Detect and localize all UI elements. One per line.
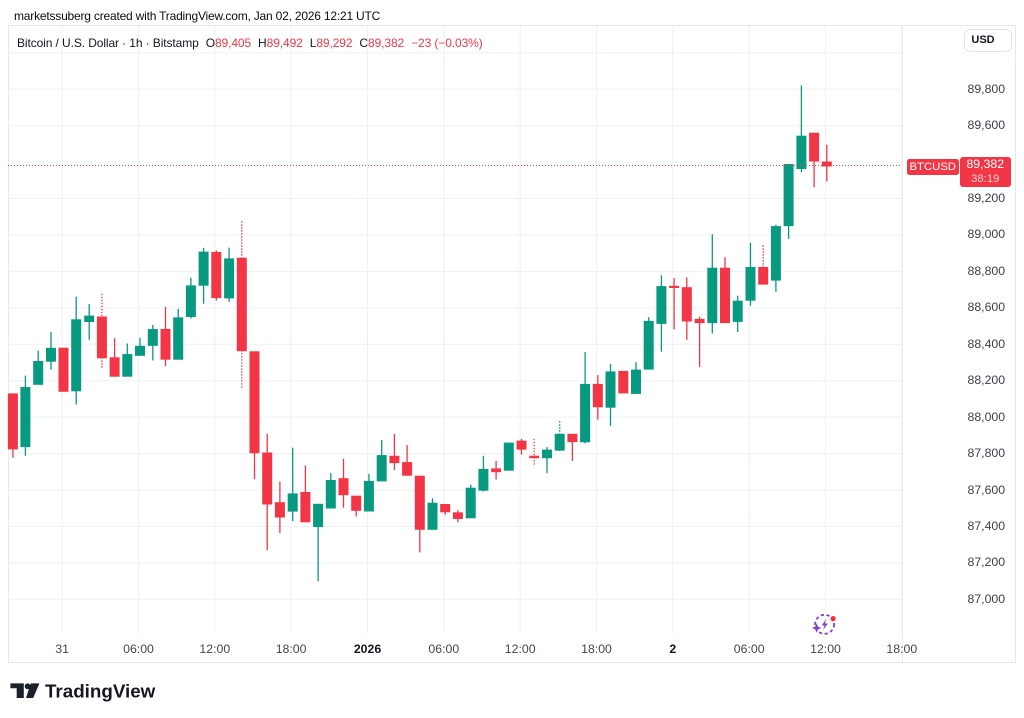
- svg-text:TradingView: TradingView: [45, 681, 156, 702]
